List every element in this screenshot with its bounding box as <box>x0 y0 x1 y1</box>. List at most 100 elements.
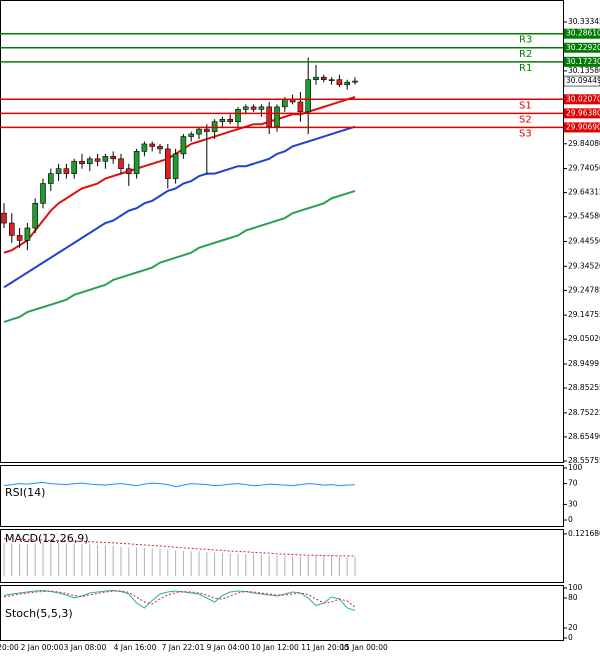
candle-body <box>24 227 31 241</box>
pivot-price: 30.02070 <box>566 94 600 103</box>
rsi-line <box>3 482 356 488</box>
indicator-title: MACD(12,26,9) <box>5 532 89 545</box>
candle-body <box>305 79 312 113</box>
y-tick-label: 20 <box>568 623 578 632</box>
candle-body <box>281 99 288 108</box>
candle-body <box>204 128 210 132</box>
price-box <box>564 94 600 105</box>
pivot-price: 29.90690 <box>566 122 600 131</box>
candle-body <box>16 235 23 241</box>
candle-body <box>297 101 304 113</box>
y-tick-label: 29.14755 <box>568 310 600 319</box>
candle-body <box>328 79 335 81</box>
x-tick-label: 7 Jan 22:01 <box>162 643 205 652</box>
candle-body <box>266 106 273 127</box>
candle-body <box>258 106 265 110</box>
y-tick-label: 29.34520 <box>568 261 600 270</box>
candle-body <box>32 202 39 229</box>
y-tick-label: 0.121686 <box>568 529 600 538</box>
candle-body <box>118 158 124 169</box>
x-tick-label: 9 Jan 04:00 <box>207 643 250 652</box>
indicator-title: Stoch(5,5,3) <box>5 607 73 620</box>
candle-body <box>336 79 343 85</box>
candle-body <box>219 118 226 123</box>
y-tick-label: 30 <box>568 499 578 508</box>
pivot-name: S3 <box>519 128 532 139</box>
candle-body <box>352 80 358 83</box>
candle-body <box>188 133 194 137</box>
candle-body <box>196 128 202 135</box>
y-tick-label: 29.64315 <box>568 188 600 197</box>
candle-body <box>102 156 109 162</box>
price-box <box>564 28 600 39</box>
pivot-price: 30.28610 <box>566 29 600 38</box>
moving-average <box>3 189 356 323</box>
candle-body <box>94 158 101 162</box>
candle-body <box>40 183 46 204</box>
candle-body <box>211 121 218 132</box>
pivot-name: R2 <box>519 49 532 60</box>
candle-body <box>87 158 93 165</box>
candle-body <box>55 168 62 174</box>
y-tick-label: 28.75225 <box>568 408 600 417</box>
candle-body <box>243 106 249 110</box>
rsi-panel <box>0 465 564 527</box>
y-tick-label: 29.24785 <box>568 285 600 294</box>
pivot-name: S2 <box>519 114 532 125</box>
macd-panel <box>0 529 564 583</box>
x-tick-label: 4 Jan 16:00 <box>114 643 157 652</box>
candle-body <box>172 153 179 179</box>
candle-body <box>149 143 155 147</box>
x-tick-label: 3 Jan 08:00 <box>64 643 107 652</box>
y-tick-label: 28.55755 <box>568 456 600 465</box>
candle-body <box>71 160 77 174</box>
y-tick-label: 0 <box>568 515 573 524</box>
candle-body <box>47 173 54 184</box>
last-price: 30.09449 <box>566 76 600 85</box>
y-tick-label: 29.44550 <box>568 236 600 245</box>
x-tick-label: 15 Jan 00:00 <box>340 643 388 652</box>
y-tick-label: 29.05020 <box>568 334 600 343</box>
y-tick-label: 29.54580 <box>568 212 600 221</box>
candle-body <box>9 222 15 236</box>
pivot-price: 30.22920 <box>566 43 600 52</box>
price-box <box>564 122 600 133</box>
moving-average <box>3 96 356 254</box>
y-tick-label: 28.85255 <box>568 383 600 392</box>
y-tick-label: 29.84080 <box>568 139 600 148</box>
y-tick-label: 29.74050 <box>568 164 600 173</box>
y-tick-label: 100 <box>568 583 583 592</box>
candle-body <box>344 81 351 85</box>
price-box <box>564 108 600 119</box>
y-tick-label: 30.33345 <box>568 17 600 26</box>
pivot-price: 29.96380 <box>566 108 600 117</box>
candle-body <box>165 148 171 179</box>
candle-body <box>126 168 132 174</box>
candle-body <box>1 212 7 224</box>
x-tick-label: 11 Jan 20:00 <box>301 643 349 652</box>
pivot-name: R3 <box>519 35 532 46</box>
candle-body <box>110 156 116 160</box>
candle-body <box>63 168 70 174</box>
y-tick-label: 28.65490 <box>568 432 600 441</box>
indicator-title: RSI(14) <box>5 486 45 499</box>
pivot-name: R1 <box>519 63 532 74</box>
x-tick-label: 10 Jan 12:00 <box>251 643 299 652</box>
stoch-main <box>3 589 356 611</box>
moving-average <box>3 125 356 289</box>
pivot-price: 30.17230 <box>566 57 600 66</box>
candle-body <box>313 76 319 80</box>
y-tick-label: 28.9499 <box>568 359 599 368</box>
y-tick-label: 0 <box>568 633 573 642</box>
pivot-name: S1 <box>519 100 532 111</box>
y-tick-label: 80 <box>568 593 578 602</box>
y-tick-label: 70 <box>568 479 578 488</box>
price-box <box>564 56 600 67</box>
candle-body <box>180 136 187 155</box>
candle-body <box>235 109 241 123</box>
candle-body <box>274 106 280 127</box>
candle-body <box>157 146 163 150</box>
main-panel <box>0 0 564 463</box>
x-tick-label: 2 Jan 00:00 <box>21 643 64 652</box>
